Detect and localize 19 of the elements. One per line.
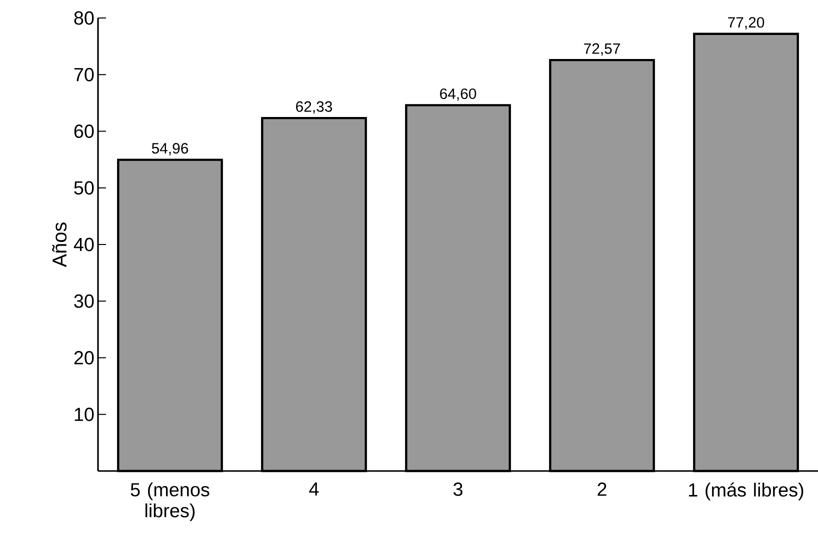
data-label: 62,33 (296, 101, 332, 114)
x-tick-label: 4 (309, 482, 319, 496)
data-label: 64,60 (440, 88, 476, 101)
y-tick-label: 10 (74, 408, 94, 422)
y-tick-label: 30 (74, 294, 94, 308)
x-tick-label: 3 (453, 482, 462, 496)
y-axis-title: Años (52, 222, 67, 268)
y-tick-label: 70 (74, 68, 94, 82)
y-tick-label: 40 (74, 238, 94, 252)
y-tick-label: 50 (74, 181, 94, 195)
y-tick-label: 20 (74, 351, 94, 364)
x-tick-label: 2 (598, 482, 606, 496)
y-tick-label: 60 (74, 124, 94, 138)
y-tick-label: 80 (74, 11, 94, 25)
data-label: 72,57 (584, 43, 620, 56)
data-label: 77,20 (728, 17, 764, 30)
x-tick-label: 1 (más libres) (689, 482, 804, 500)
data-label: 54,96 (152, 143, 188, 156)
x-tick-label: 5 (menos libres) (130, 482, 210, 522)
